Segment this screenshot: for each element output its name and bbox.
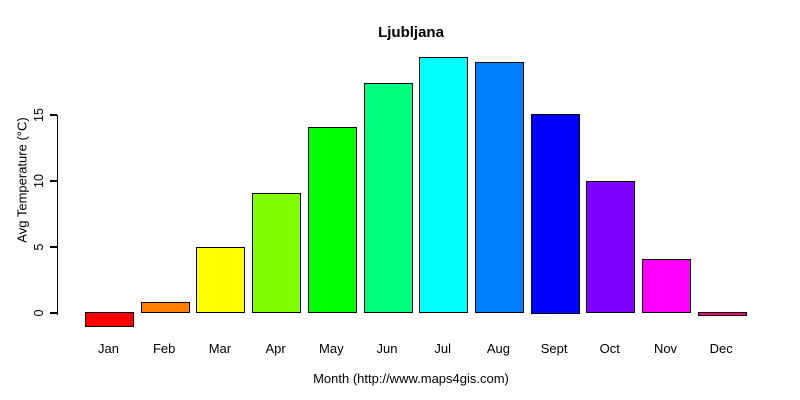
- bar-dec: [697, 311, 747, 317]
- x-tick-label-mar: Mar: [208, 341, 232, 356]
- bar-jul: [419, 56, 469, 314]
- bar-feb: [140, 302, 190, 314]
- x-tick-label-dec: Dec: [709, 341, 733, 356]
- y-tick-label: 10: [32, 174, 46, 188]
- x-tick-label-feb: Feb: [152, 341, 176, 356]
- y-tick: [49, 246, 57, 248]
- x-tick-label-sept: Sept: [540, 341, 568, 356]
- x-axis-label: Month (http://www.maps4gis.com): [313, 371, 509, 386]
- bar-nov: [642, 258, 691, 314]
- x-tick-label-jul: Jul: [434, 341, 451, 356]
- y-tick-label: 5: [32, 243, 46, 251]
- bar-jan: [85, 311, 134, 327]
- bar-may: [307, 126, 357, 314]
- bar-mar: [196, 246, 246, 314]
- bar-oct: [586, 180, 636, 314]
- bar-apr: [252, 192, 302, 314]
- x-tick-label-aug: Aug: [486, 341, 510, 356]
- y-axis-label: Avg Temperature (°C): [14, 117, 30, 243]
- y-tick: [49, 180, 57, 182]
- bar-sept: [530, 113, 580, 314]
- x-tick-label-jan: Jan: [98, 341, 119, 356]
- x-tick-label-nov: Nov: [653, 341, 678, 356]
- x-tick-label-apr: Apr: [265, 341, 286, 356]
- y-tick-label: 15: [32, 108, 46, 122]
- x-tick-label-jun: Jun: [376, 341, 398, 356]
- bar-jun: [363, 83, 413, 314]
- x-tick-label-may: May: [319, 341, 344, 356]
- chart-title: Ljubljana: [378, 24, 444, 41]
- y-tick-label: 0: [32, 309, 46, 317]
- y-tick: [49, 312, 57, 314]
- y-axis-line: [56, 115, 58, 315]
- bar-aug: [474, 62, 524, 314]
- y-tick: [49, 114, 57, 116]
- x-tick-label-oct: Oct: [599, 341, 620, 356]
